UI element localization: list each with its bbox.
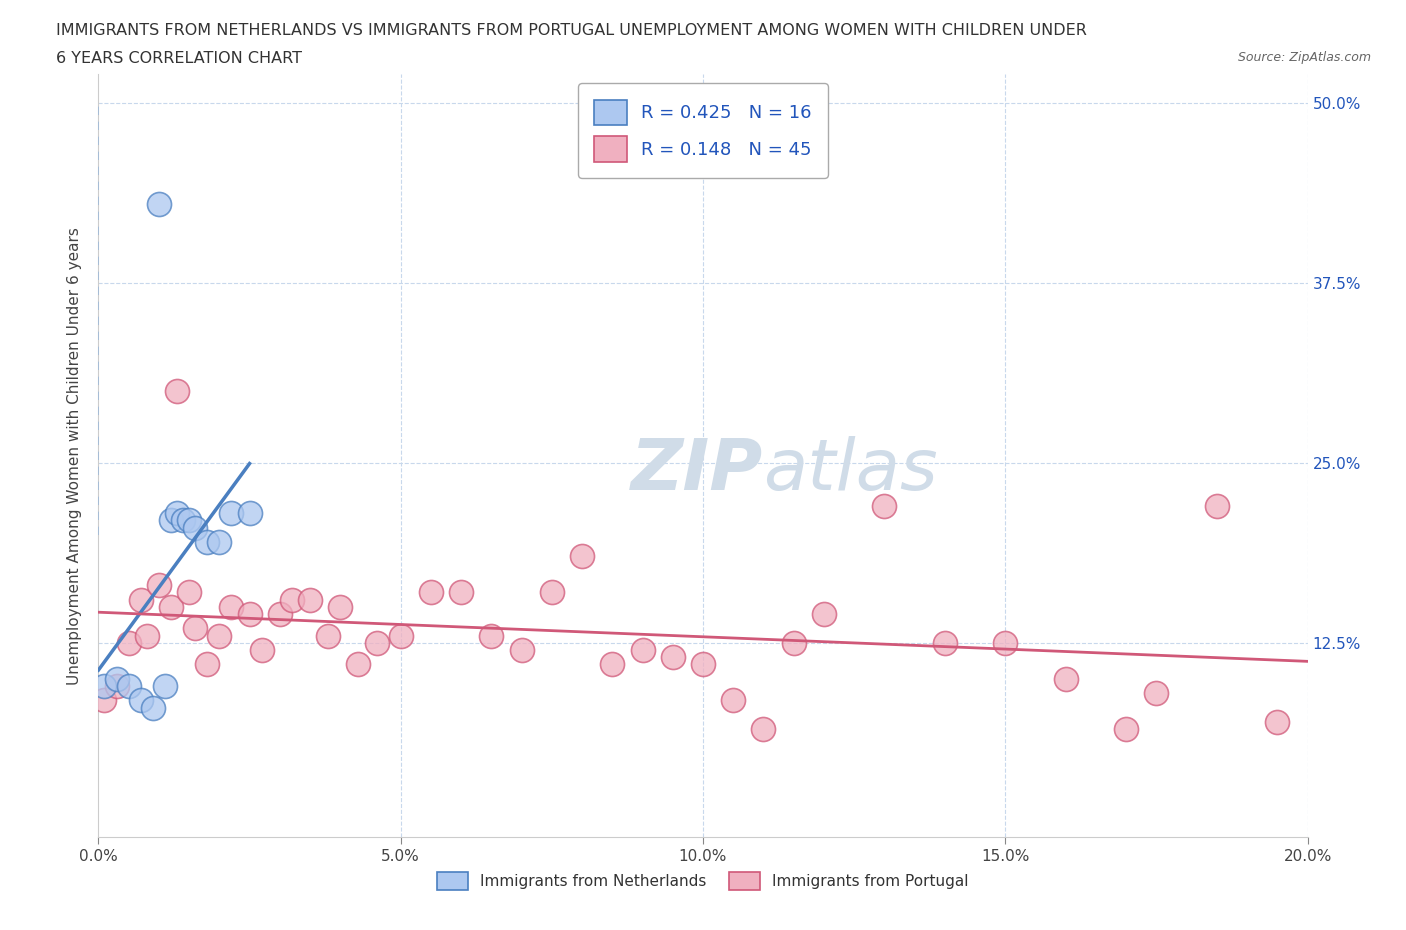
Point <box>281 592 304 607</box>
Y-axis label: Unemployment Among Women with Children Under 6 years: Unemployment Among Women with Children U… <box>67 227 83 684</box>
Point <box>631 643 654 658</box>
Point <box>752 722 775 737</box>
Point <box>221 506 243 521</box>
Text: Source: ZipAtlas.com: Source: ZipAtlas.com <box>1237 51 1371 64</box>
Point <box>602 657 624 671</box>
Point <box>118 679 141 694</box>
Point <box>221 599 243 614</box>
Point <box>148 196 170 211</box>
Point <box>420 585 443 600</box>
Point <box>166 506 188 521</box>
Point <box>723 693 745 708</box>
Point <box>179 513 201 528</box>
Point <box>1267 714 1289 729</box>
Point <box>540 585 562 600</box>
Point <box>93 679 115 694</box>
Point <box>389 628 412 643</box>
Point <box>934 635 956 650</box>
Point <box>994 635 1017 650</box>
Point <box>1144 685 1167 700</box>
Point <box>172 513 194 528</box>
Text: 6 YEARS CORRELATION CHART: 6 YEARS CORRELATION CHART <box>56 51 302 66</box>
Text: IMMIGRANTS FROM NETHERLANDS VS IMMIGRANTS FROM PORTUGAL UNEMPLOYMENT AMONG WOMEN: IMMIGRANTS FROM NETHERLANDS VS IMMIGRANT… <box>56 23 1087 38</box>
Point <box>873 498 896 513</box>
Point <box>450 585 472 600</box>
Point <box>160 513 183 528</box>
Point <box>329 599 352 614</box>
Point <box>184 621 207 636</box>
Point <box>142 700 165 715</box>
Point <box>105 671 128 686</box>
Point <box>1206 498 1229 513</box>
Point <box>269 606 291 621</box>
Point <box>105 679 128 694</box>
Point <box>166 383 188 398</box>
Point <box>153 679 176 694</box>
Point <box>661 650 683 665</box>
Text: atlas: atlas <box>763 436 938 505</box>
Text: ZIP: ZIP <box>631 436 763 505</box>
Point <box>184 520 207 535</box>
Point <box>347 657 370 671</box>
Point <box>571 549 593 564</box>
Point <box>510 643 533 658</box>
Point <box>239 606 262 621</box>
Point <box>783 635 806 650</box>
Legend: Immigrants from Netherlands, Immigrants from Portugal: Immigrants from Netherlands, Immigrants … <box>430 864 976 898</box>
Point <box>208 628 231 643</box>
Point <box>179 585 201 600</box>
Point <box>1115 722 1137 737</box>
Point <box>366 635 388 650</box>
Point <box>148 578 170 592</box>
Point <box>135 628 157 643</box>
Point <box>93 693 115 708</box>
Point <box>129 693 152 708</box>
Point <box>299 592 322 607</box>
Point <box>239 506 262 521</box>
Point <box>129 592 152 607</box>
Point <box>1054 671 1077 686</box>
Point <box>195 535 218 550</box>
Point <box>118 635 141 650</box>
Point <box>160 599 183 614</box>
Point <box>692 657 714 671</box>
Point <box>813 606 835 621</box>
Point <box>195 657 218 671</box>
Point <box>250 643 273 658</box>
Point <box>481 628 503 643</box>
Point <box>208 535 231 550</box>
Point <box>316 628 339 643</box>
